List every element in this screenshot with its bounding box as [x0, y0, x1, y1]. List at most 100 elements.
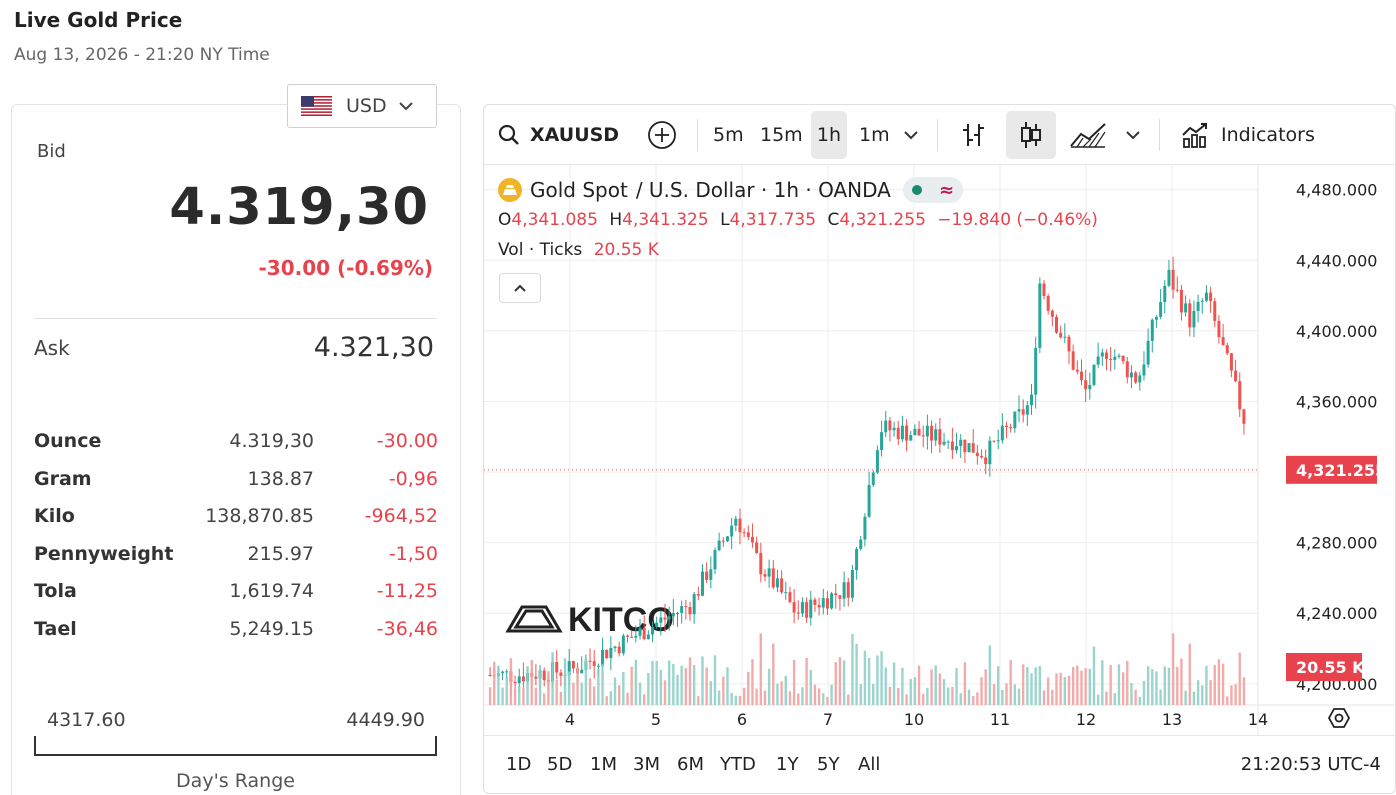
settings-hex-shape[interactable]: [1327, 708, 1351, 728]
ohlc-open-label: O: [498, 210, 512, 230]
candle-body: [1113, 356, 1117, 360]
volume-bar: [917, 665, 921, 705]
volume-bar: [576, 667, 579, 705]
range-5d[interactable]: 5D: [547, 754, 573, 775]
unit-name: Gram: [34, 468, 92, 490]
candle-body: [1225, 345, 1229, 354]
volume-bar: [1238, 652, 1241, 705]
currency-select[interactable]: USD: [287, 84, 437, 128]
candle-body: [742, 532, 746, 534]
symbol-search[interactable]: XAUUSD: [498, 111, 619, 159]
volume-bar: [1076, 665, 1079, 705]
candle-body: [700, 571, 704, 596]
volume-bar: [1059, 672, 1062, 705]
volume-bar: [1213, 665, 1216, 705]
volume-bar: [801, 687, 804, 705]
price-chart[interactable]: KITCO 4,480.000 4,440.000 4,400.000 4,360.00…: [484, 165, 1396, 735]
volume-bar: [788, 691, 792, 705]
candle-body: [796, 612, 800, 614]
volume-bar: [609, 691, 613, 705]
candle-body: [1179, 289, 1183, 313]
range-5y[interactable]: 5Y: [817, 754, 840, 775]
volume-bar: [884, 667, 887, 705]
indicators-button[interactable]: Indicators: [1181, 111, 1315, 159]
candle-body: [825, 598, 829, 609]
candle-body: [913, 428, 917, 436]
volume-bar: [767, 668, 771, 705]
candle-body: [1059, 332, 1063, 338]
candle-body: [1188, 303, 1192, 328]
ask-value: 4.321,30: [313, 332, 434, 363]
unit-name: Tael: [34, 618, 77, 640]
bar-chart-type-button[interactable]: [960, 111, 986, 159]
unit-price: 4.319,30: [229, 430, 314, 452]
chart-clock[interactable]: 21:20:53 UTC-4: [1240, 754, 1381, 775]
candle-body: [788, 592, 792, 603]
range-3m[interactable]: 3M: [633, 754, 660, 775]
unit-name: Kilo: [34, 505, 75, 527]
unit-price: 138.87: [247, 468, 314, 490]
range-1y[interactable]: 1Y: [776, 754, 799, 775]
candle-body: [892, 427, 896, 431]
candles-chart-type-button[interactable]: [1006, 111, 1056, 159]
volume-bar: [1226, 696, 1229, 705]
candle-body: [867, 484, 871, 517]
range-all[interactable]: All: [858, 754, 881, 775]
range-ytd[interactable]: YTD: [720, 754, 756, 775]
candle-body: [980, 456, 984, 458]
candle-body: [601, 649, 605, 666]
volume-bar: [1184, 690, 1187, 705]
candle-body: [1034, 347, 1038, 395]
interval-1m[interactable]: 1m: [859, 124, 890, 146]
collapse-legend-button[interactable]: [499, 273, 541, 303]
volume-bar: [838, 657, 842, 705]
range-1m[interactable]: 1M: [590, 754, 617, 775]
volume-bar: [709, 681, 713, 705]
volume-bar: [892, 662, 896, 705]
range-6m[interactable]: 6M: [677, 754, 704, 775]
volume-bar: [1088, 668, 1092, 705]
settings-center-shape[interactable]: [1334, 713, 1344, 723]
volume-bar: [659, 669, 663, 705]
candle-body: [588, 660, 592, 662]
volume-bar: [692, 665, 696, 705]
range-1d[interactable]: 1D: [506, 754, 532, 775]
candle-body: [1129, 372, 1133, 378]
x-tick-label: 14: [1248, 710, 1268, 729]
area-chart-type-button[interactable]: [1069, 111, 1107, 159]
interval-15m[interactable]: 15m: [760, 124, 803, 146]
volume-bar: [642, 694, 646, 705]
toolbar-separator: [697, 119, 698, 151]
candle-body: [1109, 359, 1113, 361]
volume-bar: [701, 656, 704, 705]
ohlc-close-value: 4,321.255: [839, 210, 926, 230]
volume-bar: [1096, 694, 1100, 705]
currency-label: USD: [346, 95, 387, 117]
chart-area[interactable]: KITCO 4,480.000 4,440.000 4,400.000 4,360.00…: [484, 165, 1396, 735]
unit-row-ounce: Ounce 4.319,30 -30.00: [34, 430, 438, 460]
interval-dropdown[interactable]: [904, 111, 918, 159]
candle-body: [1046, 296, 1050, 311]
x-tick-label: 11: [990, 710, 1010, 729]
unit-row-tola: Tola 1,619.74 -11,25: [34, 580, 438, 610]
unit-name: Ounce: [34, 430, 102, 452]
volume-bar: [805, 657, 808, 705]
volume-bar: [626, 692, 629, 705]
volume-bar: [651, 660, 654, 705]
y-tick-label: 4,480.000: [1296, 181, 1377, 200]
candle-body: [725, 536, 729, 542]
volume-bar: [1209, 680, 1212, 705]
interval-1h[interactable]: 1h: [811, 111, 847, 159]
market-status-badge[interactable]: ≈: [902, 177, 963, 203]
volume-bar: [834, 662, 837, 705]
volume-bar: [930, 669, 933, 705]
candle-body: [863, 516, 867, 540]
compare-button[interactable]: [647, 111, 677, 159]
chart-type-dropdown[interactable]: [1126, 111, 1140, 159]
volume-bar: [1117, 664, 1121, 705]
last-volume-badge: [1286, 653, 1362, 681]
last-volume-label: 20.55 K: [1296, 658, 1365, 677]
interval-5m[interactable]: 5m: [713, 124, 744, 146]
candle-body: [1063, 336, 1067, 338]
volume-bar: [747, 671, 750, 705]
